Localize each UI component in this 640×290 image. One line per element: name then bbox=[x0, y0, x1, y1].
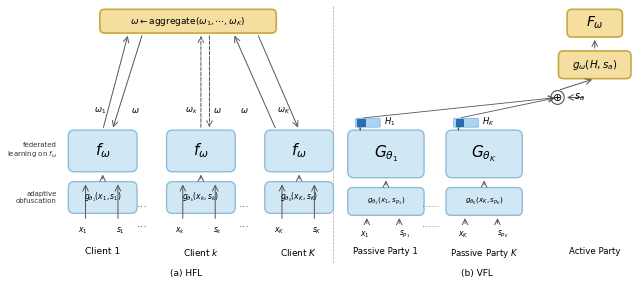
Text: $x_1$: $x_1$ bbox=[78, 225, 88, 236]
Text: adaptive
obfuscation: adaptive obfuscation bbox=[16, 191, 57, 204]
Text: $x_K$: $x_K$ bbox=[458, 229, 468, 240]
Text: $s_{p_K}$: $s_{p_K}$ bbox=[497, 229, 509, 240]
Text: $\omega$: $\omega$ bbox=[213, 106, 221, 115]
Text: (a) HFL: (a) HFL bbox=[170, 269, 202, 278]
FancyBboxPatch shape bbox=[348, 188, 424, 215]
Text: $\omega_k$: $\omega_k$ bbox=[185, 105, 198, 116]
Text: $\omega \leftarrow \mathrm{aggregate}(\omega_1, \cdots, \omega_K)$: $\omega \leftarrow \mathrm{aggregate}(\o… bbox=[131, 15, 246, 28]
Text: (b) VFL: (b) VFL bbox=[461, 269, 492, 278]
Text: $s_k$: $s_k$ bbox=[214, 225, 223, 236]
Text: Client $k$: Client $k$ bbox=[182, 247, 219, 258]
Text: $\omega_K$: $\omega_K$ bbox=[277, 105, 291, 116]
Text: $\oplus$: $\oplus$ bbox=[552, 92, 563, 103]
FancyBboxPatch shape bbox=[68, 130, 137, 172]
Text: $H_K$: $H_K$ bbox=[482, 116, 495, 128]
FancyBboxPatch shape bbox=[265, 130, 333, 172]
Text: $g_{\theta_K}(x_K, s_{p_K})$: $g_{\theta_K}(x_K, s_{p_K})$ bbox=[465, 196, 504, 207]
FancyBboxPatch shape bbox=[357, 119, 365, 126]
Text: $\omega_1$: $\omega_1$ bbox=[94, 105, 106, 116]
Text: $f_\omega$: $f_\omega$ bbox=[95, 142, 111, 160]
Text: $g_{\theta_1}(x_1, s_{p_1})$: $g_{\theta_1}(x_1, s_{p_1})$ bbox=[367, 196, 405, 207]
Text: Passive Party 1: Passive Party 1 bbox=[353, 247, 419, 256]
Text: $s_{p_1}$: $s_{p_1}$ bbox=[399, 229, 411, 240]
FancyBboxPatch shape bbox=[265, 182, 333, 213]
Text: $f_\omega$: $f_\omega$ bbox=[291, 142, 307, 160]
FancyBboxPatch shape bbox=[446, 188, 522, 215]
Text: ...: ... bbox=[136, 200, 147, 209]
Text: $H_1$: $H_1$ bbox=[384, 116, 396, 128]
Text: $s_a$: $s_a$ bbox=[574, 92, 584, 103]
Text: Active Party: Active Party bbox=[569, 247, 621, 256]
Text: Passive Party $K$: Passive Party $K$ bbox=[450, 247, 518, 260]
Text: $s_K$: $s_K$ bbox=[312, 225, 322, 236]
Text: $s_1$: $s_1$ bbox=[116, 225, 125, 236]
Text: $F_\omega$: $F_\omega$ bbox=[586, 15, 604, 31]
FancyBboxPatch shape bbox=[355, 118, 380, 127]
Text: $f_\omega$: $f_\omega$ bbox=[193, 142, 209, 160]
FancyBboxPatch shape bbox=[559, 51, 631, 79]
Text: ...: ... bbox=[238, 200, 249, 209]
Text: $\omega$: $\omega$ bbox=[131, 106, 140, 115]
Text: $g_{\theta_K}(x_K, s_K)$: $g_{\theta_K}(x_K, s_K)$ bbox=[280, 191, 318, 204]
FancyBboxPatch shape bbox=[454, 118, 479, 127]
Text: ...: ... bbox=[136, 219, 147, 229]
Text: $G_{\theta_K}$: $G_{\theta_K}$ bbox=[471, 144, 497, 164]
Text: $\omega$: $\omega$ bbox=[241, 106, 249, 115]
Text: federated
learning on $f_\omega$: federated learning on $f_\omega$ bbox=[7, 142, 57, 160]
Text: $x_K$: $x_K$ bbox=[274, 225, 284, 236]
FancyBboxPatch shape bbox=[446, 130, 522, 178]
Text: Client $K$: Client $K$ bbox=[280, 247, 318, 258]
Text: Client 1: Client 1 bbox=[85, 247, 120, 256]
Text: $g_{\theta_1}(x_1, s_1)$: $g_{\theta_1}(x_1, s_1)$ bbox=[84, 191, 122, 204]
FancyBboxPatch shape bbox=[166, 130, 236, 172]
Text: ...: ... bbox=[238, 219, 249, 229]
Text: $G_{\theta_1}$: $G_{\theta_1}$ bbox=[374, 144, 398, 164]
FancyBboxPatch shape bbox=[100, 9, 276, 33]
FancyBboxPatch shape bbox=[456, 119, 463, 126]
FancyBboxPatch shape bbox=[68, 182, 137, 213]
Text: ......: ...... bbox=[422, 220, 439, 229]
Text: $g_\omega(H, s_a)$: $g_\omega(H, s_a)$ bbox=[572, 58, 618, 72]
Text: $g_{\theta_k}(x_k, s_k)$: $g_{\theta_k}(x_k, s_k)$ bbox=[182, 191, 220, 204]
Text: ......: ...... bbox=[422, 200, 439, 209]
FancyBboxPatch shape bbox=[166, 182, 236, 213]
Text: $x_k$: $x_k$ bbox=[175, 225, 185, 236]
Text: $x_1$: $x_1$ bbox=[360, 229, 370, 240]
FancyBboxPatch shape bbox=[567, 9, 623, 37]
FancyBboxPatch shape bbox=[348, 130, 424, 178]
